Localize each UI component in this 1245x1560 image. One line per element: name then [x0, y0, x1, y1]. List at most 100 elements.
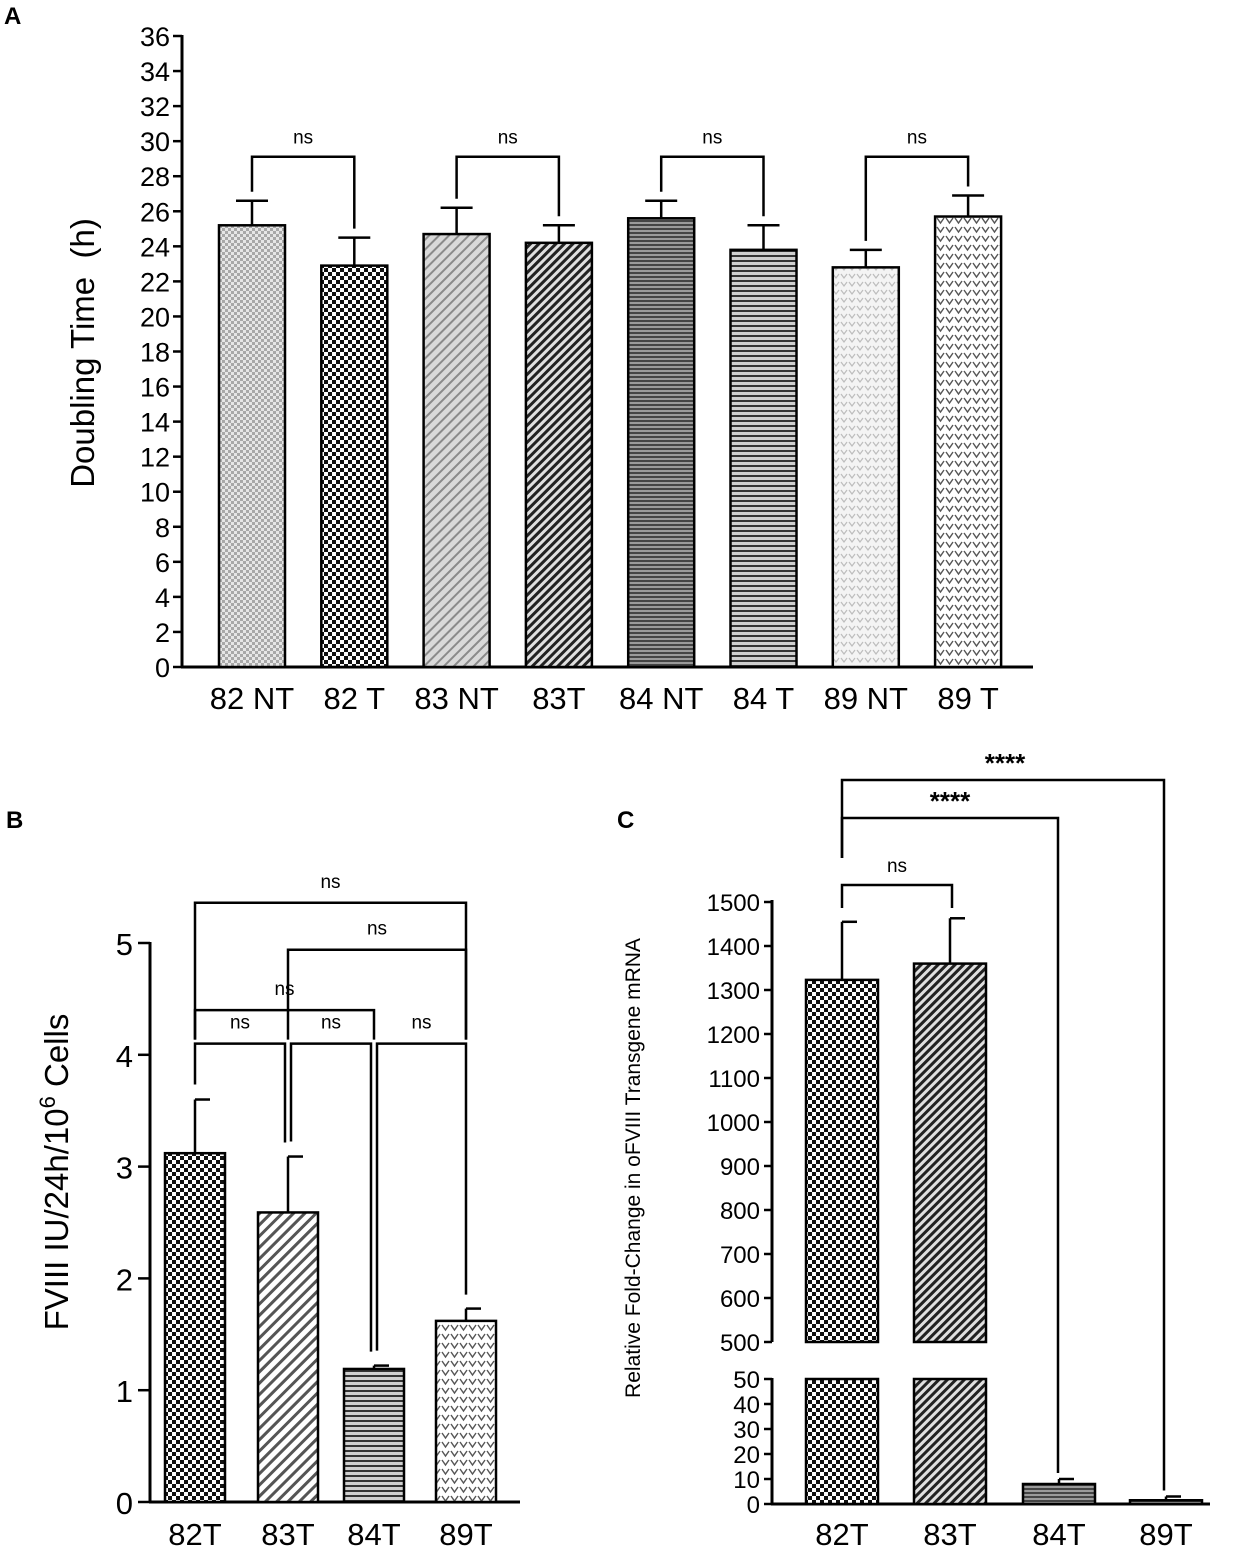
chart-c-y-tick-label: 20: [733, 1442, 760, 1469]
chart-c-significance-label: ****: [930, 786, 971, 816]
chart-a-y-tick-label: 2: [155, 618, 170, 648]
chart-b-y-axis-title-main: FVIII IU/24h/10: [38, 1108, 75, 1330]
chart-c-bar-upper: [912, 962, 988, 1344]
chart-c-y-tick-label: 1500: [707, 890, 760, 917]
chart-b-y-axis-title: FVIII IU/24h/106 Cells: [35, 1014, 75, 1331]
chart-b-significance-bracket: [193, 901, 468, 1040]
chart-b-significance-label: ns: [230, 1013, 250, 1034]
chart-a-y-tick-label: 34: [140, 57, 170, 87]
chart-b-significance-bracket: [286, 948, 468, 1040]
chart-b-y-axis-title-end: Cells: [38, 1014, 75, 1097]
chart-a-significance-label: ns: [498, 128, 518, 149]
chart-c-y-tick-label: 1200: [707, 1022, 760, 1049]
chart-b-significance-label: ns: [367, 919, 387, 940]
chart-c-bar: [1128, 1499, 1204, 1506]
chart-a-y-tick-label: 14: [140, 408, 170, 438]
panel-label-c: C: [617, 807, 634, 834]
chart-c-y-tick-label: 500: [720, 1330, 760, 1357]
chart-b-bar: [342, 1367, 406, 1504]
chart-c-y-tick-label: 1300: [707, 978, 760, 1005]
chart-a-y-axis-title: Doubling Time (h): [64, 218, 101, 488]
chart-a-bar: [831, 266, 901, 669]
chart-b-significance-label: ns: [321, 1013, 341, 1034]
chart-a-x-tick-label: 89 T: [937, 681, 999, 716]
chart-a-x-tick-label: 84 T: [733, 681, 795, 716]
chart-a-significance-bracket: [864, 155, 970, 241]
chart-a-y-tick-label: 10: [140, 478, 170, 508]
chart-c-y-tick-label: 600: [720, 1286, 760, 1313]
chart-c-y-tick-label: 50: [733, 1367, 760, 1394]
chart-a-y-tick-label: 16: [140, 373, 170, 403]
chart-a-x-tick-label: 83T: [532, 681, 585, 716]
chart-a: Doubling Time (h) 0246810121416182022242…: [64, 22, 1033, 716]
chart-b-significance-bracket: [193, 1042, 287, 1143]
chart-b-x-tick-label: 89T: [439, 1517, 492, 1552]
chart-c-significance-bracket: [840, 883, 954, 908]
chart-a-x-tick-label: 89 NT: [824, 681, 908, 716]
chart-c-y-tick-label: 1100: [708, 1066, 760, 1093]
chart-c-significance-bracket: [840, 778, 1166, 1491]
chart-b-significance-label: ns: [320, 872, 340, 893]
chart-b-y-tick-label: 0: [116, 1486, 133, 1521]
chart-a-y-tick-label: 6: [155, 548, 170, 578]
chart-a-y-tick-label: 4: [155, 583, 170, 613]
chart-b-significance-bracket: [193, 1008, 376, 1040]
chart-c-y-tick-label: 30: [733, 1417, 760, 1444]
chart-c-y-tick-label: 0: [747, 1492, 760, 1519]
chart-b-x-tick-label: 84T: [347, 1517, 400, 1552]
chart-b-significance-bracket: [375, 1042, 468, 1351]
chart-c-bar-upper: [804, 978, 880, 1344]
chart-a-significance-bracket: [659, 155, 765, 217]
chart-c-bar: [1021, 1482, 1097, 1506]
chart-a-y-tick-label: 22: [140, 267, 170, 297]
chart-a-significance-label: ns: [293, 128, 313, 149]
chart-b-significance-label: ns: [411, 1013, 431, 1034]
chart-c-x-tick-label: 82T: [815, 1517, 868, 1552]
chart-a-significance-label: ns: [907, 128, 927, 149]
chart-a-y-tick-label: 32: [140, 92, 170, 122]
chart-b-bar: [163, 1151, 227, 1504]
chart-c-y-tick-label: 1000: [707, 1110, 760, 1137]
chart-c-y-tick-label: 40: [733, 1392, 760, 1419]
chart-b-x-tick-label: 83T: [261, 1517, 314, 1552]
chart-b-y-tick-label: 3: [116, 1151, 133, 1186]
chart-c-axis-break-gap: [804, 1343, 880, 1378]
chart-b-bar: [256, 1211, 320, 1504]
chart-b-x-tick-label: 82T: [168, 1517, 221, 1552]
chart-a-y-tick-label: 30: [140, 127, 170, 157]
chart-a-significance-bracket: [455, 155, 561, 217]
chart-c-significance-label: ****: [985, 748, 1026, 778]
chart-a-y-tick-label: 36: [140, 22, 170, 52]
chart-a-bar: [626, 217, 696, 669]
chart-b-y-axis-title-sup: 6: [35, 1096, 60, 1108]
chart-c-y-tick-label: 1400: [707, 934, 760, 961]
chart-a-bar: [422, 232, 491, 669]
chart-a-y-tick-label: 18: [140, 338, 170, 368]
chart-a-bar: [729, 248, 798, 669]
chart-a-bar: [933, 215, 1003, 669]
chart-b-y-tick-label: 2: [116, 1262, 133, 1297]
chart-a-x-tick-label: 84 NT: [619, 681, 703, 716]
chart-c-bar-lower: [804, 1377, 880, 1506]
panel-label-b: B: [6, 807, 23, 834]
chart-a-y-tick-label: 26: [140, 197, 170, 227]
chart-c: Relative Fold-Change in oFVIII Transgene…: [622, 748, 1210, 1552]
chart-b: FVIII IU/24h/106 Cells 0 1 2 3 4 5 82T 83T 84T 89…: [35, 872, 520, 1552]
chart-a-x-tick-label: 82 T: [324, 681, 386, 716]
chart-c-significance-label: ns: [887, 856, 907, 877]
chart-c-y-tick-label: 10: [733, 1467, 760, 1494]
chart-a-bar: [320, 264, 389, 669]
chart-c-y-tick-label: 900: [720, 1154, 760, 1181]
chart-a-x-tick-label: 83 NT: [414, 681, 498, 716]
chart-a-y-tick-label: 12: [140, 443, 170, 473]
chart-c-axis-break-gap: [912, 1343, 988, 1378]
chart-a-x-tick-label: 82 NT: [210, 681, 294, 716]
chart-c-y-axis-title: Relative Fold-Change in oFVIII Transgene…: [622, 938, 645, 1398]
chart-a-y-tick-label: 0: [155, 653, 170, 683]
chart-a-significance-label: ns: [702, 128, 722, 149]
chart-b-y-tick-label: 5: [116, 927, 133, 962]
panel-label-a: A: [4, 3, 21, 30]
chart-a-y-tick-label: 20: [140, 302, 170, 332]
chart-a-y-tick-label: 24: [140, 232, 170, 262]
chart-c-x-tick-label: 83T: [923, 1517, 976, 1552]
